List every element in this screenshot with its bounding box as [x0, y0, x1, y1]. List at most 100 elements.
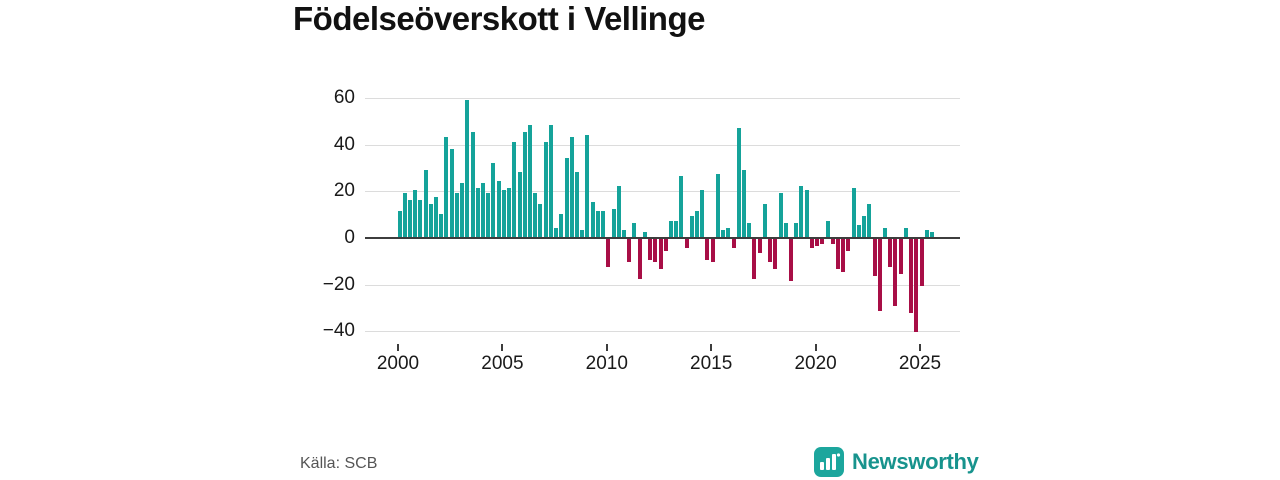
bar-2000Q1 — [397, 211, 402, 237]
bar-2024Q2 — [903, 227, 908, 237]
bar-2003Q4 — [475, 188, 480, 237]
y-axis-label: 20 — [333, 180, 355, 202]
bar-2020Q3 — [825, 220, 830, 237]
x-axis-label: 2000 — [376, 353, 420, 374]
bar-2002Q2 — [444, 136, 449, 237]
chart-title: Födelseöverskott i Vellinge — [293, 0, 705, 37]
bar-2013Q2 — [674, 220, 679, 237]
bar-2019Q4 — [809, 239, 814, 249]
bar-2013Q3 — [679, 176, 684, 237]
y-axis-label: 40 — [333, 133, 355, 155]
y-axis-label: −40 — [322, 320, 355, 342]
bar-2021Q1 — [835, 239, 840, 270]
bar-2007Q4 — [559, 213, 564, 237]
bar-2006Q1 — [522, 132, 527, 237]
bar-2008Q2 — [569, 136, 574, 237]
bar-2011Q4 — [642, 232, 647, 237]
bar-2017Q3 — [762, 204, 767, 237]
bar-2018Q1 — [773, 239, 778, 270]
bar-2025Q1 — [919, 239, 924, 286]
bar-2023Q3 — [888, 239, 893, 267]
bar-2019Q1 — [794, 223, 799, 237]
bar-2021Q2 — [841, 239, 846, 272]
bar-2021Q4 — [851, 188, 856, 237]
bar-2017Q4 — [768, 239, 773, 263]
bar-2024Q1 — [898, 239, 903, 274]
bar-2016Q4 — [747, 223, 752, 237]
bar-2019Q3 — [804, 190, 809, 237]
bar-2010Q3 — [616, 185, 621, 237]
bar-2014Q4 — [705, 239, 710, 260]
bar-2009Q4 — [601, 211, 606, 237]
x-axis-tick — [710, 344, 713, 351]
source-note: Källa: SCB — [300, 455, 378, 472]
plot-area: 60 40 20 0 −20 −40 2000 2005 2010 2015 2020 2025 — [323, 85, 960, 374]
bar-2017Q2 — [757, 239, 762, 253]
bar-2013Q1 — [668, 220, 673, 237]
bar-2004Q3 — [491, 162, 496, 237]
newsworthy-logo[interactable]: Newsworthy — [814, 446, 979, 478]
bar-2007Q2 — [548, 125, 553, 237]
bar-2008Q4 — [580, 230, 585, 237]
x-axis-label: 2015 — [690, 353, 733, 374]
bar-2000Q2 — [402, 192, 407, 237]
bar-2021Q3 — [846, 239, 851, 251]
x-axis-label: 2025 — [898, 353, 942, 374]
gridline — [365, 98, 960, 100]
gridline — [365, 331, 960, 333]
bar-2019Q2 — [799, 185, 804, 237]
bar-2002Q1 — [439, 213, 444, 237]
x-axis-label: 2010 — [585, 353, 628, 374]
bar-chart-icon — [814, 447, 844, 477]
bar-2000Q4 — [413, 190, 418, 237]
bar-2013Q4 — [684, 239, 689, 249]
bar-2010Q4 — [621, 230, 626, 237]
bar-2012Q3 — [658, 239, 663, 270]
x-axis-label: 2005 — [481, 353, 524, 374]
bar-2004Q4 — [496, 181, 501, 237]
bar-2018Q3 — [783, 223, 788, 237]
x-axis-tick — [814, 344, 817, 351]
bar-2020Q4 — [830, 239, 835, 244]
bar-2001Q1 — [418, 199, 423, 237]
bar-2015Q2 — [715, 174, 720, 237]
bar-2016Q3 — [742, 169, 747, 237]
bar-2005Q3 — [512, 141, 517, 237]
y-axis-label: 60 — [333, 87, 355, 109]
bar-2009Q3 — [595, 211, 600, 237]
bar-2014Q2 — [695, 211, 700, 237]
y-axis-label: −20 — [322, 273, 355, 295]
bar-2018Q4 — [789, 239, 793, 281]
bar-2003Q1 — [460, 183, 465, 237]
gridline — [365, 284, 960, 286]
bar-2020Q2 — [820, 239, 825, 244]
bar-2014Q1 — [689, 216, 694, 237]
bar-2003Q2 — [465, 99, 470, 237]
bar-2006Q3 — [533, 192, 538, 237]
bar-2005Q1 — [501, 190, 506, 237]
bar-2015Q1 — [710, 239, 715, 263]
newsworthy-wordmark: Newsworthy — [852, 449, 979, 474]
bar-2011Q2 — [632, 223, 637, 237]
bar-2012Q2 — [653, 239, 658, 263]
bar-2018Q2 — [778, 192, 783, 237]
bar-2024Q3 — [909, 239, 914, 314]
bar-2003Q3 — [470, 132, 475, 237]
bar-2010Q2 — [611, 209, 616, 237]
bar-2022Q3 — [867, 204, 872, 237]
bar-2016Q1 — [731, 239, 736, 249]
bar-2016Q2 — [736, 127, 741, 237]
bar-2022Q1 — [856, 225, 861, 237]
gridline — [365, 144, 960, 146]
bar-2014Q3 — [700, 190, 705, 237]
bar-2011Q1 — [627, 239, 632, 263]
bar-2005Q2 — [507, 188, 512, 237]
gridline — [365, 191, 960, 193]
bar-2023Q1 — [877, 239, 882, 312]
bar-2023Q4 — [893, 239, 898, 307]
bar-2017Q1 — [752, 239, 757, 279]
bar-2006Q4 — [538, 204, 543, 237]
bar-2024Q4 — [914, 239, 919, 333]
x-axis-tick — [605, 344, 608, 351]
